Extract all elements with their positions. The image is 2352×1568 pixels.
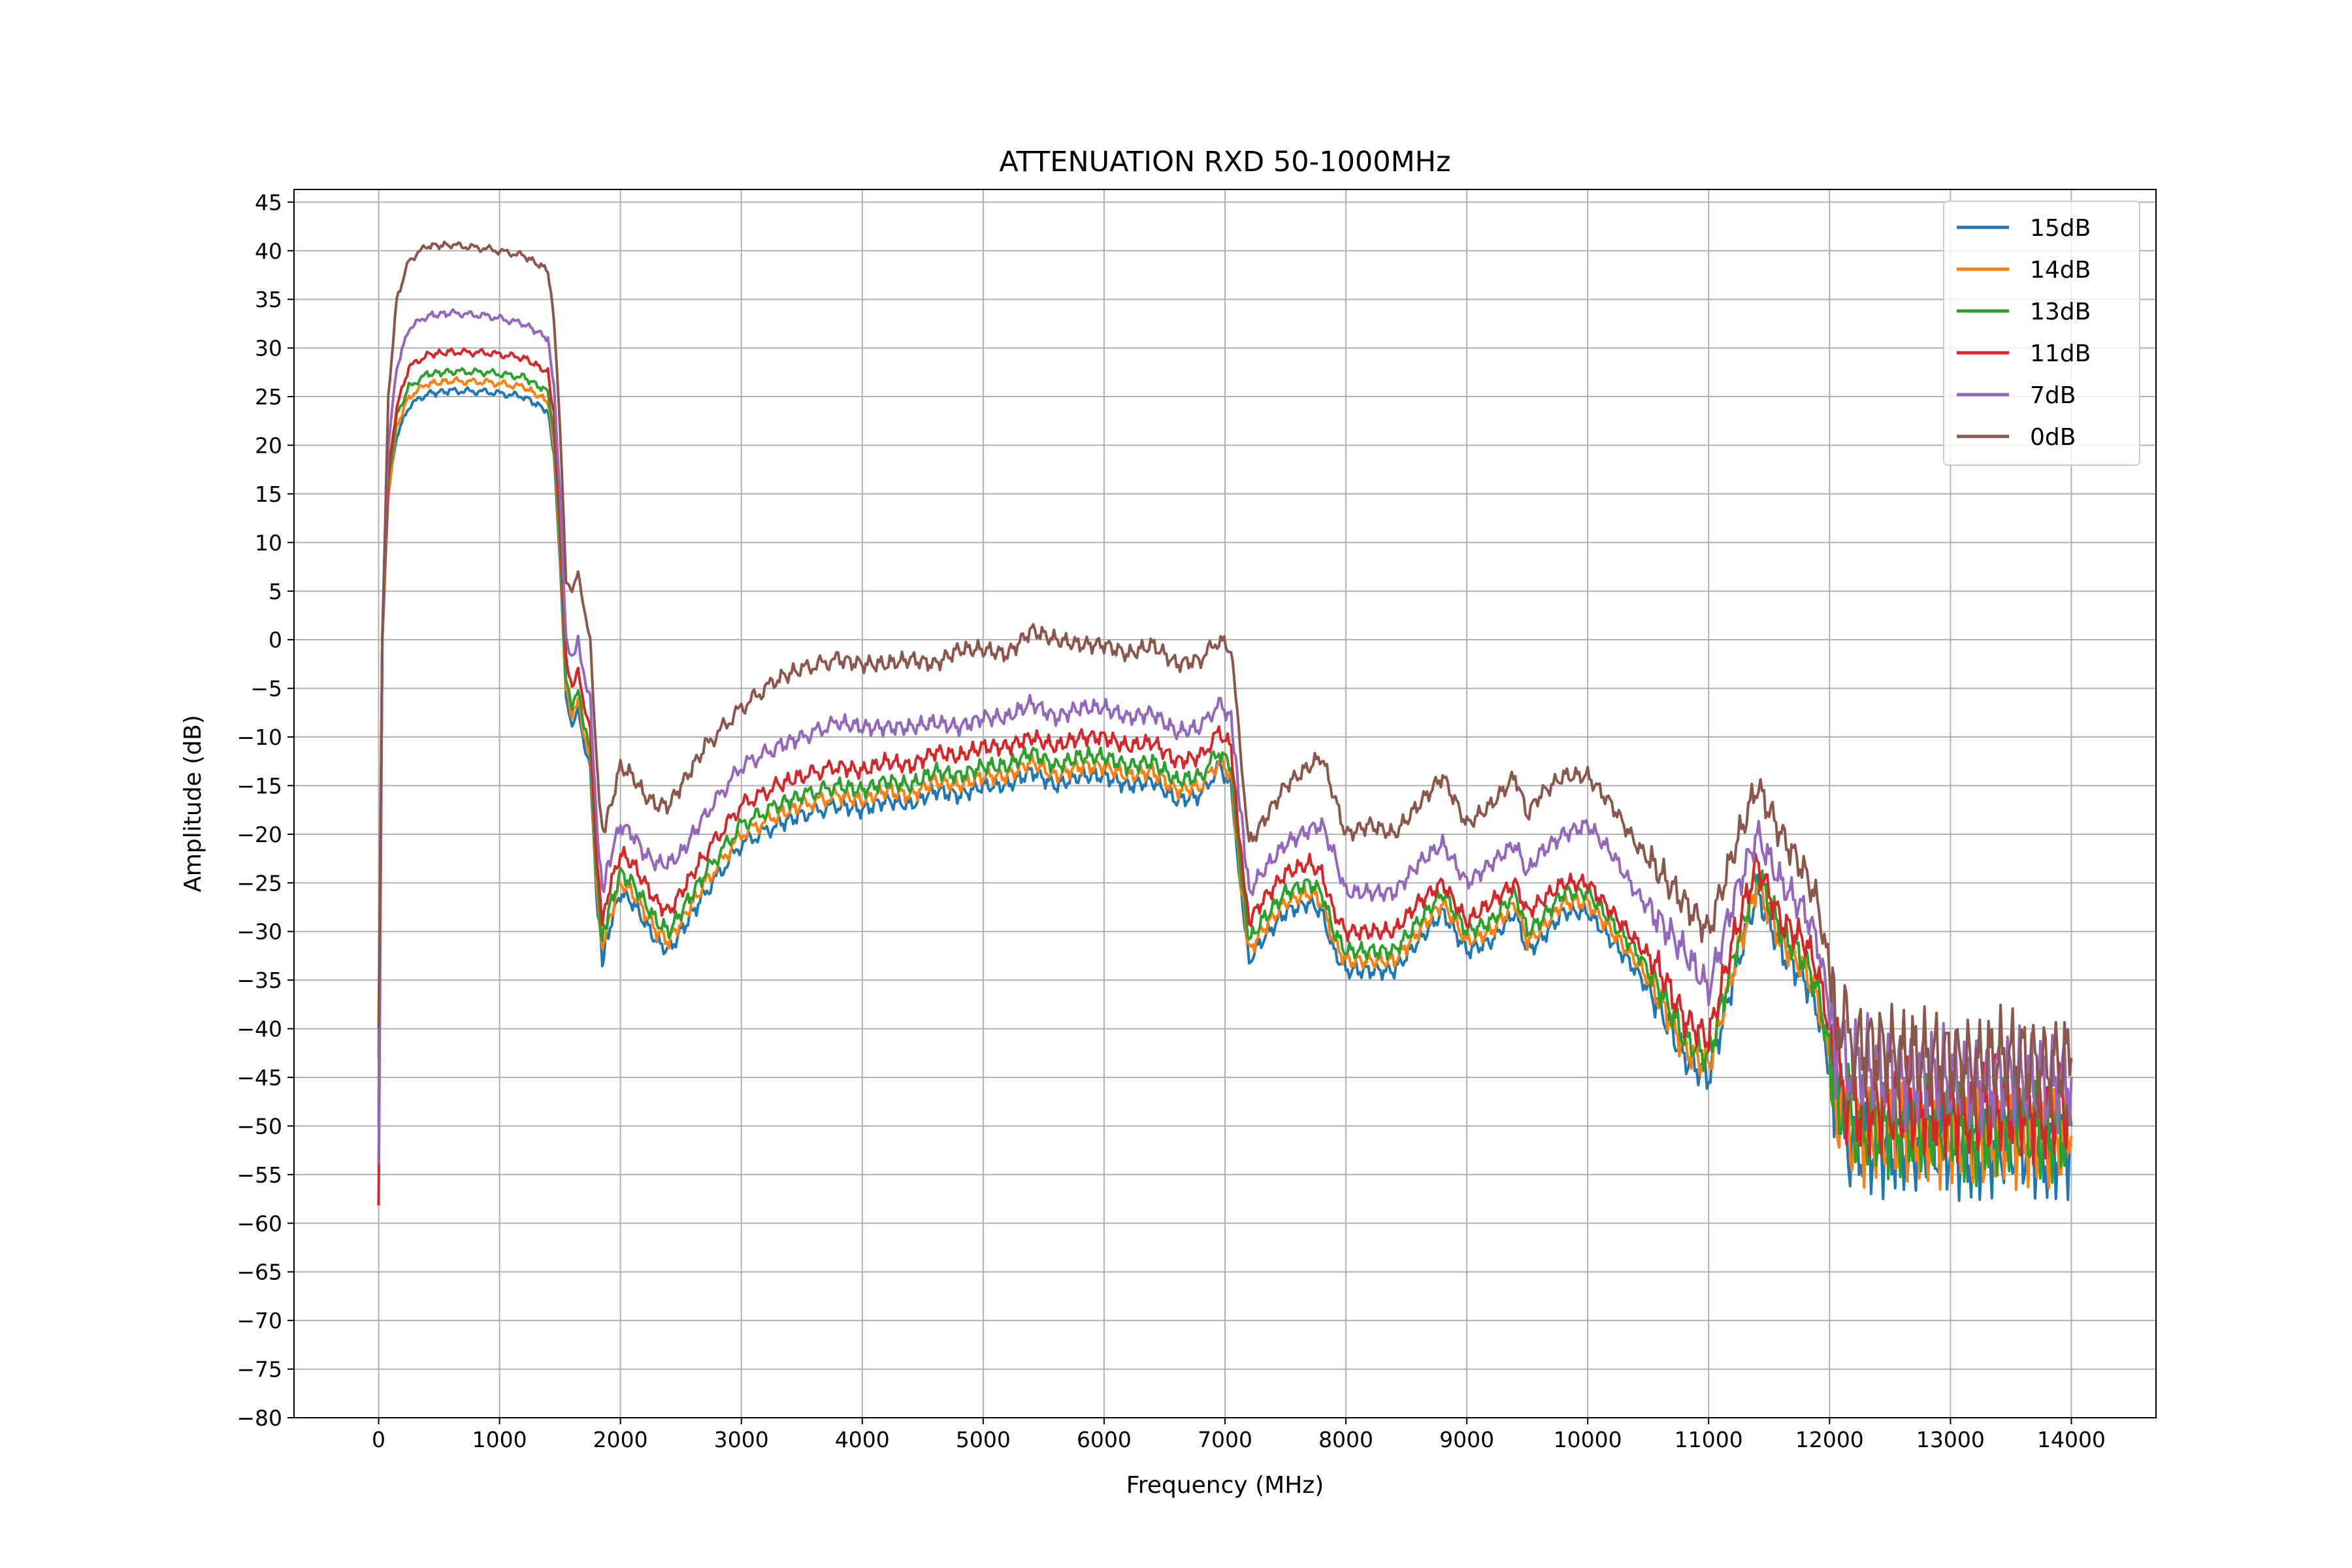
legend-label: 0dB: [2030, 424, 2076, 451]
x-tick-label: 6000: [1077, 1427, 1132, 1452]
x-tick-label: 10000: [1554, 1427, 1622, 1452]
y-tick-label: 30: [255, 336, 282, 361]
series-line-0dB: [377, 240, 2073, 1119]
series-line-7dB: [377, 308, 2073, 1165]
y-tick-label: 15: [255, 482, 282, 507]
y-tick-label: −40: [237, 1017, 282, 1042]
y-tick-label: 0: [269, 627, 282, 653]
y-tick-label: −5: [250, 676, 282, 702]
x-tick-label: 11000: [1674, 1427, 1743, 1452]
legend: 15dB 14dB 13dB 11dB 7dB 0dB: [1943, 201, 2140, 466]
legend-box: [1943, 201, 2140, 466]
y-tick-label: −15: [237, 773, 282, 798]
x-tick-label: 3000: [714, 1427, 769, 1452]
series-line-13dB: [377, 367, 2073, 1188]
ticks: 0 1000 2000 3000 4000 5000 6000 7000 8000 9000 100…: [237, 189, 2106, 1452]
x-tick-label: 4000: [835, 1427, 890, 1452]
x-axis-label: Frequency (MHz): [1126, 1472, 1324, 1499]
y-tick-label: −75: [237, 1357, 282, 1382]
series-group: [377, 240, 2073, 1206]
y-tick-label: −65: [237, 1260, 282, 1285]
legend-label: 15dB: [2030, 215, 2091, 242]
y-tick-label: −70: [237, 1308, 282, 1333]
series-line-11dB: [377, 347, 2072, 1206]
legend-label: 11dB: [2030, 340, 2091, 367]
y-tick-label: −20: [237, 822, 282, 847]
legend-label: 14dB: [2030, 257, 2091, 284]
y-tick-label: −55: [237, 1162, 282, 1188]
y-tick-label: −45: [237, 1065, 282, 1090]
x-tick-label: 7000: [1198, 1427, 1252, 1452]
y-axis-label: Amplitude (dB): [180, 715, 206, 892]
y-tick-label: −80: [237, 1405, 282, 1431]
legend-label: 13dB: [2030, 299, 2091, 325]
y-tick-label: −10: [237, 725, 282, 750]
chart-title: ATTENUATION RXD 50-1000MHz: [999, 146, 1450, 178]
x-tick-label: 8000: [1318, 1427, 1373, 1452]
x-tick-label: 14000: [2037, 1427, 2106, 1452]
y-tick-label: −35: [237, 968, 282, 993]
x-tick-label: 0: [372, 1427, 385, 1452]
x-tick-label: 1000: [472, 1427, 527, 1452]
y-tick-label: 25: [255, 384, 282, 410]
y-tick-label: 40: [255, 238, 282, 264]
y-tick-label: 10: [255, 530, 282, 555]
x-tick-label: 13000: [1916, 1427, 1985, 1452]
legend-label: 7dB: [2030, 382, 2076, 409]
y-tick-label: −25: [237, 870, 282, 896]
y-tick-label: 45: [255, 189, 282, 215]
series-line-14dB: [377, 376, 2073, 1192]
y-tick-label: −50: [237, 1113, 282, 1139]
y-tick-label: 35: [255, 287, 282, 312]
y-tick-label: 20: [255, 433, 282, 458]
x-tick-label: 12000: [1795, 1427, 1864, 1452]
y-tick-label: 5: [269, 579, 282, 604]
x-tick-label: 2000: [593, 1427, 648, 1452]
y-tick-label: −60: [237, 1211, 282, 1236]
x-tick-label: 5000: [956, 1427, 1011, 1452]
y-tick-label: −30: [237, 919, 282, 945]
x-tick-label: 9000: [1439, 1427, 1494, 1452]
